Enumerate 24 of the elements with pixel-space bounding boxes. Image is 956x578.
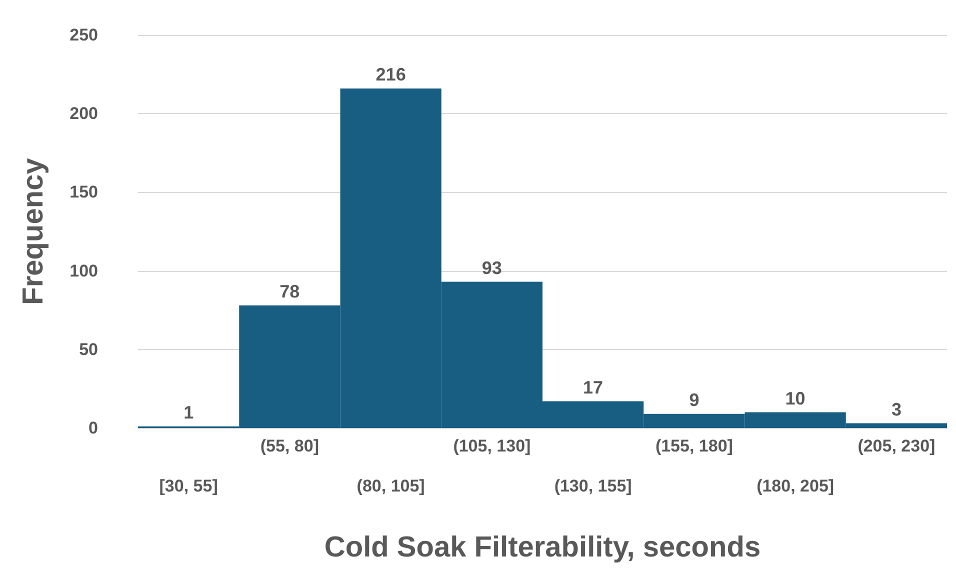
data-label: 17 (583, 377, 604, 398)
x-tick-label: (130, 155] (554, 476, 632, 496)
x-axis-title: Cold Soak Filterability, seconds (324, 532, 761, 564)
x-tick-label: (180, 205] (756, 476, 834, 496)
y-axis-title: Frequency (18, 158, 50, 305)
data-label: 9 (689, 390, 700, 410)
y-tick-label: 0 (88, 418, 98, 438)
x-tick-label: [30, 55] (159, 476, 218, 496)
x-tick-label: (80, 105] (356, 476, 425, 496)
y-tick-label: 200 (70, 104, 98, 124)
x-tick-label: (105, 130] (453, 436, 531, 456)
y-tick-label: 50 (79, 340, 98, 359)
x-tick-label: (155, 180] (655, 436, 733, 456)
data-label: 10 (785, 388, 806, 408)
data-label: 78 (280, 281, 300, 302)
data-label: 216 (376, 64, 406, 84)
y-tick-label: 150 (70, 182, 98, 202)
data-label: 1 (184, 402, 194, 422)
y-tick-label: 250 (70, 26, 98, 44)
data-label: 3 (891, 399, 902, 420)
y-tick-label: 100 (70, 261, 98, 280)
x-tick-label: (55, 80] (260, 436, 319, 456)
x-tick-label: (205, 230] (858, 436, 936, 456)
data-label: 93 (482, 258, 502, 278)
